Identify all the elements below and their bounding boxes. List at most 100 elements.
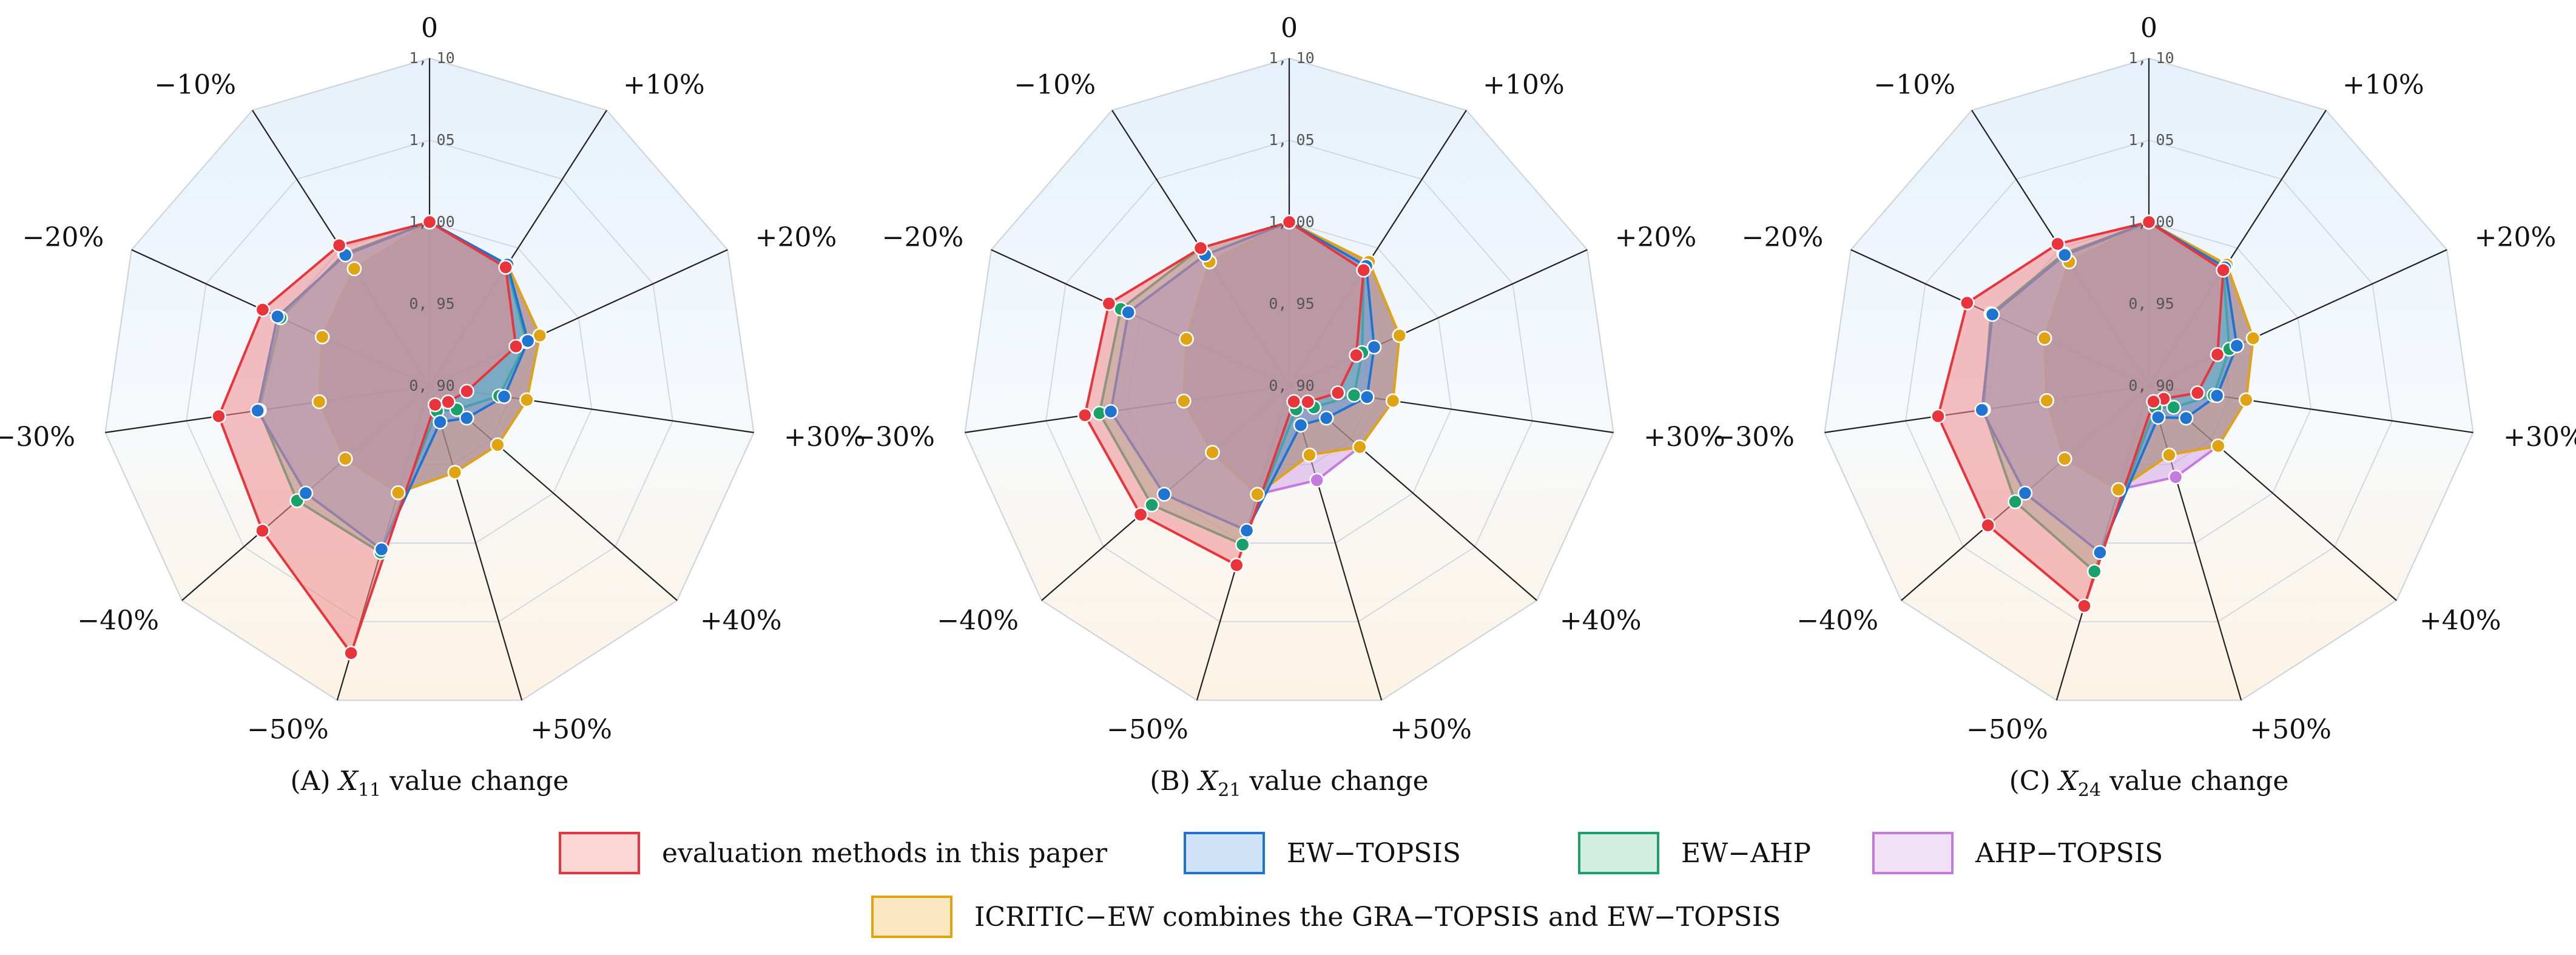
axis-label: +40% — [700, 605, 782, 636]
data-point — [519, 392, 534, 408]
tick-label: 0, 95 — [409, 295, 454, 312]
axis-label: +10% — [2342, 70, 2424, 101]
data-point — [270, 309, 285, 324]
tick-label: 0, 90 — [1269, 377, 1314, 394]
data-point — [1235, 537, 1250, 552]
tick-label: 0, 95 — [2128, 295, 2174, 312]
data-point — [2092, 545, 2108, 560]
data-point — [1346, 388, 1362, 403]
legend-label: ICRITIC−EW combines the GRA−TOPSIS and E… — [974, 902, 1781, 933]
data-point — [440, 394, 456, 410]
grid-ring — [1824, 58, 2474, 701]
data-point — [1156, 487, 1172, 502]
data-point — [2168, 470, 2183, 485]
legend-swatch — [1872, 832, 1954, 874]
data-point — [2210, 347, 2225, 362]
axis-label: 0 — [2140, 13, 2157, 44]
axis-label: −10% — [154, 70, 236, 101]
data-point — [1144, 498, 1159, 513]
data-point — [1349, 348, 1364, 363]
data-point — [1101, 296, 1117, 311]
data-point — [1356, 262, 1371, 278]
data-point — [2166, 400, 2182, 415]
data-point — [343, 646, 359, 661]
data-point — [255, 302, 271, 317]
legend-swatch — [1184, 832, 1265, 874]
axis-label: +10% — [1483, 70, 1565, 101]
data-point — [427, 397, 443, 413]
tick-label: 0, 90 — [2128, 377, 2174, 394]
data-point — [2209, 388, 2225, 403]
data-point — [490, 437, 505, 453]
grid-ring — [1045, 140, 1533, 623]
data-point — [2146, 394, 2161, 410]
axis-label: +50% — [530, 714, 612, 745]
data-point — [2178, 410, 2194, 426]
data-point — [1366, 339, 1382, 355]
data-point — [2229, 338, 2245, 354]
data-point — [2162, 447, 2177, 463]
series-area — [217, 221, 518, 655]
data-point — [1302, 447, 1317, 463]
radar-panel-3: 0, 90 0, 95 1, 00 1, 05 1, 10 0 +10% +20% +30% +4… — [1713, 13, 2576, 801]
data-point — [1330, 385, 1346, 400]
legend-item: ICRITIC−EW combines the GRA−TOPSIS and E… — [871, 896, 1781, 938]
data-point — [1077, 408, 1093, 423]
legend-swatch — [871, 896, 953, 938]
axis-label: 0 — [421, 13, 438, 44]
axis-label: −40% — [77, 605, 159, 636]
data-point — [1193, 240, 1209, 256]
axis-label: +40% — [1560, 605, 1642, 636]
axis-label: −20% — [882, 222, 964, 253]
grid-ring — [186, 140, 673, 623]
data-point — [1239, 523, 1255, 538]
data-point — [346, 261, 362, 277]
data-point — [1281, 214, 1297, 230]
axis-label: +20% — [755, 222, 837, 253]
axis-label: −20% — [1742, 222, 1824, 253]
data-point — [298, 485, 314, 501]
data-point — [2239, 392, 2254, 408]
panel-caption: (A) X11 value change — [291, 766, 569, 801]
data-point — [1984, 306, 2000, 322]
axis-label: +10% — [623, 70, 705, 101]
series-area — [1937, 221, 2225, 607]
data-point — [1300, 394, 1315, 410]
axis-label: +30% — [784, 422, 866, 453]
data-point — [532, 328, 547, 343]
axis-label: −50% — [247, 714, 329, 745]
axis-label: +20% — [2475, 222, 2557, 253]
tick-label: 1, 05 — [2128, 131, 2174, 149]
axis-label: +50% — [2250, 714, 2332, 745]
data-point — [1293, 417, 1309, 433]
grid-ring — [104, 58, 755, 701]
axis-label: −30% — [853, 422, 935, 453]
tick-label: 1, 05 — [1269, 131, 1314, 149]
data-point — [2216, 262, 2231, 278]
data-point — [1205, 445, 1220, 460]
axis-label: +30% — [1644, 422, 1725, 453]
tick-label: 0, 95 — [1269, 295, 1314, 312]
data-point — [374, 542, 389, 557]
panel-caption: (B) X21 value change — [1150, 766, 1428, 801]
tick-label: 1, 00 — [409, 213, 454, 231]
data-point — [520, 333, 536, 349]
data-point — [2008, 494, 2023, 510]
data-point — [331, 238, 347, 253]
data-point — [2057, 451, 2072, 467]
data-point — [447, 465, 463, 480]
data-point — [2211, 438, 2226, 454]
axis-label: +50% — [1390, 714, 1472, 745]
legend-item: EW−AHP — [1578, 832, 1811, 874]
tick-label: 1, 00 — [1269, 213, 1314, 231]
data-point — [2037, 331, 2052, 346]
data-point — [1286, 394, 1301, 410]
data-point — [1392, 328, 1407, 343]
data-point — [250, 403, 265, 418]
data-point — [314, 329, 330, 345]
axis-label: 0 — [1281, 13, 1298, 44]
tick-label: 1, 10 — [2128, 49, 2174, 67]
legend-swatch — [559, 832, 640, 874]
data-point — [459, 383, 474, 399]
